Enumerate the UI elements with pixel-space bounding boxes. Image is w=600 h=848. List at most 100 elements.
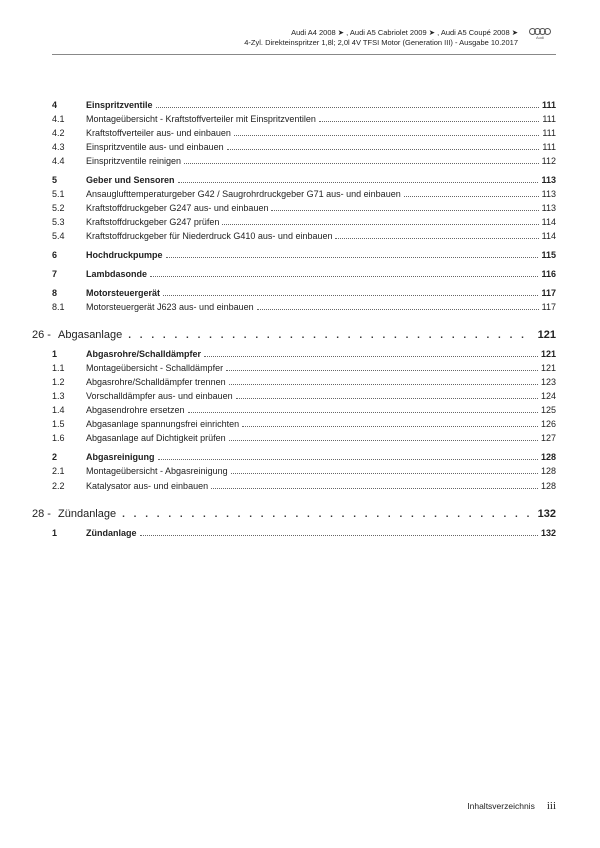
toc-entry-number: 4.3	[52, 141, 86, 154]
toc-entry-page: 123	[541, 376, 556, 389]
toc-dots	[150, 272, 538, 277]
chapter-dots: . . . . . . . . . . . . . . . . . . . . …	[128, 329, 533, 339]
toc-entry-title: Ansauglufttemperaturgeber G42 / Saugrohr…	[86, 188, 401, 201]
toc-entry-page: 115	[541, 249, 556, 262]
toc-entry-number: 7	[52, 268, 86, 281]
toc-entry-number: 5	[52, 174, 86, 187]
toc-dots	[188, 408, 538, 413]
toc-entry-page: 128	[541, 465, 556, 478]
toc-entry-page: 116	[541, 268, 556, 281]
toc-dots	[156, 102, 539, 107]
toc-row: 1.5Abgasanlage spannungsfrei einrichten1…	[52, 418, 556, 431]
chapter-number: 26 -	[32, 328, 58, 344]
toc-entry-number: 5.2	[52, 202, 86, 215]
toc-entry-page: 128	[541, 451, 556, 464]
toc-dots	[140, 530, 538, 535]
toc-dots	[404, 191, 539, 196]
chapter-page: 132	[538, 507, 556, 523]
toc-entry-title: Abgasrohre/Schalldämpfer	[86, 348, 201, 361]
toc-dots	[163, 291, 538, 296]
toc-entry-number: 1.6	[52, 432, 86, 445]
toc-dots	[158, 455, 538, 460]
chapter-title: Abgasanlage	[58, 328, 122, 344]
toc-dots	[226, 366, 538, 371]
toc-row: 4.3Einspritzventile aus- und einbauen 111	[52, 141, 556, 154]
chapter-title: Zündanlage	[58, 507, 116, 523]
toc-row: 5.4Kraftstoffdruckgeber für Niederdruck …	[52, 230, 556, 243]
toc-entry-title: Einspritzventile	[86, 99, 153, 112]
toc-row: 2Abgasreinigung128	[52, 451, 556, 464]
toc-dots	[242, 422, 538, 427]
toc-row: 5.1Ansauglufttemperaturgeber G42 / Saugr…	[52, 188, 556, 201]
toc-chapter: 28 -Zündanlage . . . . . . . . . . . . . …	[32, 507, 556, 523]
toc-entry-page: 111	[542, 99, 556, 112]
toc-entry-title: Motorsteuergerät	[86, 287, 160, 300]
toc-entry-page: 112	[542, 155, 556, 168]
toc-entry-title: Kraftstoffverteiler aus- und einbauen	[86, 127, 231, 140]
toc-row: 1.4Abgasendrohre ersetzen125	[52, 404, 556, 417]
toc-entry-page: 111	[542, 113, 556, 126]
toc-dots	[222, 219, 538, 224]
header-line1: Audi A4 2008 ➤ , Audi A5 Cabriolet 2009 …	[244, 28, 518, 38]
toc-entry-title: Motorsteuergerät J623 aus- und einbauen	[86, 301, 254, 314]
toc-row: 5.2Kraftstoffdruckgeber G247 aus- und ei…	[52, 202, 556, 215]
page-footer: Inhaltsverzeichnis iii	[467, 800, 556, 812]
toc-entry-page: 113	[541, 174, 556, 187]
toc-dots	[335, 234, 538, 239]
toc-row: 1.3Vorschalldämpfer aus- und einbauen124	[52, 390, 556, 403]
toc-row: 6Hochdruckpumpe115	[52, 249, 556, 262]
header-rule	[52, 54, 556, 55]
toc-dots	[204, 352, 538, 357]
toc-dots	[231, 469, 538, 474]
toc-entry-title: Kraftstoffdruckgeber G247 prüfen	[86, 216, 219, 229]
toc-entry-title: Abgasreinigung	[86, 451, 155, 464]
toc-row: 1Zündanlage132	[52, 527, 556, 540]
toc-entry-number: 5.1	[52, 188, 86, 201]
toc-entry-number: 1.4	[52, 404, 86, 417]
toc-chapter: 26 -Abgasanlage . . . . . . . . . . . . .…	[32, 328, 556, 344]
toc-entry-number: 2.2	[52, 480, 86, 493]
toc-entry-page: 111	[542, 127, 556, 140]
toc-entry-title: Einspritzventile aus- und einbauen	[86, 141, 224, 154]
toc-row: 8Motorsteuergerät 117	[52, 287, 556, 300]
toc-entry-number: 4.4	[52, 155, 86, 168]
toc-dots	[184, 158, 539, 163]
toc-entry-title: Montageübersicht - Kraftstoffverteiler m…	[86, 113, 316, 126]
audi-logo: Audi	[524, 28, 556, 40]
toc-entry-page: 113	[542, 202, 556, 215]
toc-entry-title: Montageübersicht - Schalldämpfer	[86, 362, 223, 375]
toc-entry-title: Montageübersicht - Abgasreinigung	[86, 465, 228, 478]
toc-entry-number: 8	[52, 287, 86, 300]
toc-entry-title: Kraftstoffdruckgeber für Niederdruck G41…	[86, 230, 332, 243]
chapter-page: 121	[538, 328, 556, 344]
toc-dots	[229, 436, 538, 441]
toc-row: 2.1Montageübersicht - Abgasreinigung128	[52, 465, 556, 478]
toc-row: 1Abgasrohre/Schalldämpfer121	[52, 348, 556, 361]
toc-row: 1.1Montageübersicht - Schalldämpfer121	[52, 362, 556, 375]
toc-entry-number: 4.2	[52, 127, 86, 140]
toc-entry-title: Vorschalldämpfer aus- und einbauen	[86, 390, 233, 403]
toc-entry-number: 1.1	[52, 362, 86, 375]
page-number: iii	[547, 800, 556, 812]
toc-entry-page: 132	[541, 527, 556, 540]
footer-label: Inhaltsverzeichnis	[467, 801, 535, 811]
toc-dots	[178, 177, 539, 182]
toc-entry-title: Abgasanlage auf Dichtigkeit prüfen	[86, 432, 226, 445]
toc-dots	[319, 116, 539, 121]
toc-entry-page: 111	[542, 141, 556, 154]
toc-entry-number: 4.1	[52, 113, 86, 126]
toc-entry-number: 8.1	[52, 301, 86, 314]
toc-entry-title: Kraftstoffdruckgeber G247 aus- und einba…	[86, 202, 268, 215]
toc-row: 2.2Katalysator aus- und einbauen128	[52, 480, 556, 493]
toc-entry-page: 117	[541, 287, 556, 300]
toc-entry-number: 1	[52, 348, 86, 361]
logo-label: Audi	[536, 35, 544, 40]
toc-dots	[227, 144, 540, 149]
toc-entry-title: Einspritzventile reinigen	[86, 155, 181, 168]
toc-entry-number: 4	[52, 99, 86, 112]
chapter-number: 28 -	[32, 507, 58, 523]
toc-entry-number: 5.3	[52, 216, 86, 229]
toc-entry-page: 113	[542, 188, 556, 201]
chapter-dots: . . . . . . . . . . . . . . . . . . . . …	[122, 508, 534, 518]
toc-entry-page: 127	[541, 432, 556, 445]
